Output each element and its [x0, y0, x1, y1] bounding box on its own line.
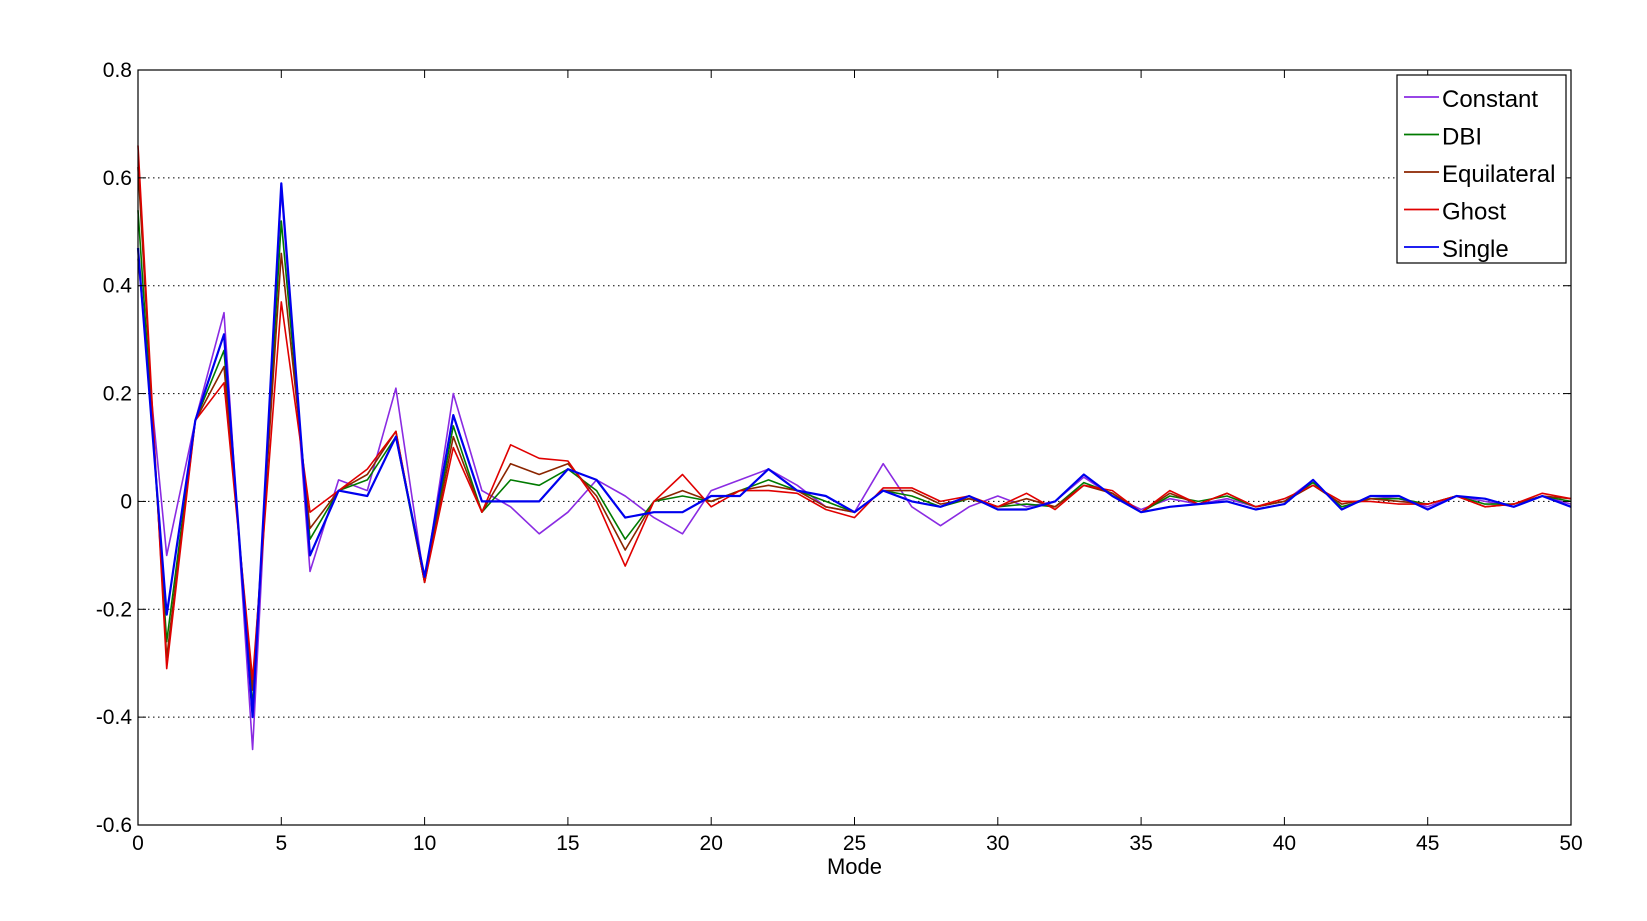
x-axis-tick-labels: 0 5 10 15 20 25 30 35 40 45 50	[132, 832, 1583, 855]
legend-items: Constant DBI Equilateral Ghost Single	[1404, 86, 1555, 263]
x-tick-label: 50	[1559, 832, 1582, 855]
x-axis-title: Mode	[827, 854, 882, 879]
legend-label-dbi: DBI	[1442, 124, 1482, 151]
x-tick-label: 25	[843, 832, 866, 855]
y-tick-label: 0.8	[103, 59, 132, 82]
y-axis-tick-labels: -0.6 -0.4 -0.2 0 0.2 0.4 0.6 0.8	[96, 59, 133, 837]
legend-label-equilateral: Equilateral	[1442, 161, 1555, 188]
x-tick-label: 10	[413, 832, 436, 855]
series-line-single	[136, 182, 1572, 719]
series-lines	[136, 145, 1572, 751]
x-tick-label: 45	[1416, 832, 1439, 855]
legend-label-constant: Constant	[1442, 86, 1538, 113]
y-tick-label: 0.2	[103, 383, 132, 406]
series-line-ghost	[137, 145, 1572, 681]
x-tick-label: 35	[1129, 832, 1152, 855]
legend: Constant DBI Equilateral Ghost Single	[1396, 74, 1567, 264]
x-tick-label: 0	[132, 832, 144, 855]
grid-lines	[138, 177, 1571, 718]
y-tick-label: 0.4	[103, 275, 133, 298]
x-tick-label: 40	[1273, 832, 1296, 855]
y-tick-label: -0.2	[96, 598, 132, 621]
x-tick-label: 20	[700, 832, 723, 855]
legend-box	[1396, 74, 1567, 264]
axis-ticks	[137, 69, 1572, 826]
y-tick-label: 0	[120, 490, 132, 513]
legend-label-ghost: Ghost	[1442, 199, 1506, 226]
x-tick-label: 15	[556, 832, 579, 855]
legend-label-single: Single	[1442, 236, 1509, 263]
y-tick-label: 0.6	[103, 167, 132, 190]
y-tick-label: -0.6	[96, 814, 132, 837]
y-tick-label: -0.4	[96, 706, 133, 729]
x-tick-label: 30	[986, 832, 1009, 855]
x-tick-label: 5	[275, 832, 287, 855]
